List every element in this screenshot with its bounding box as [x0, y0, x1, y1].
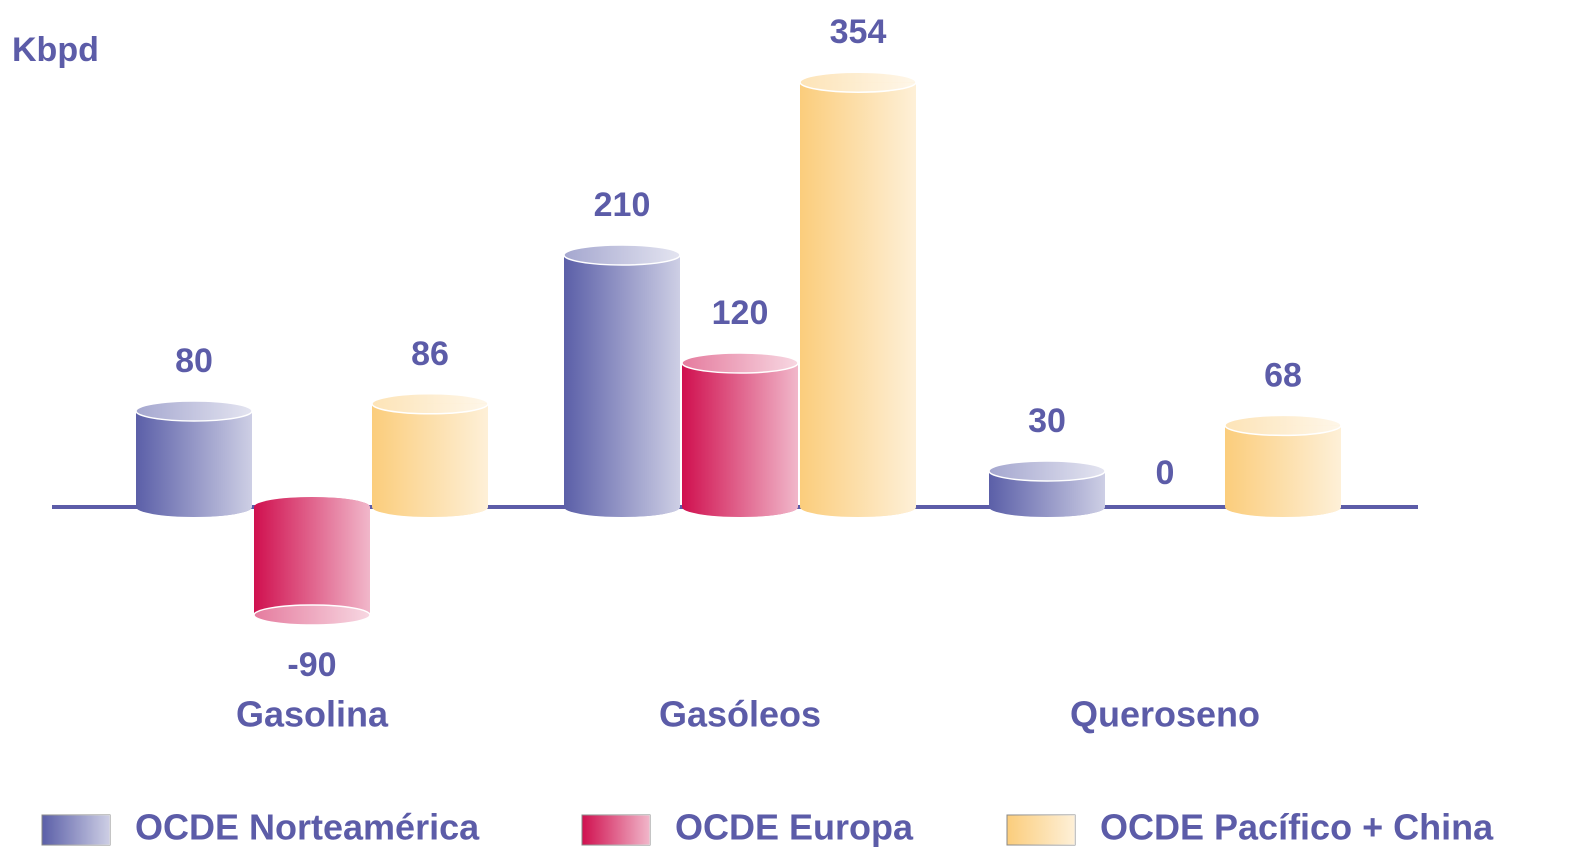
- category-label: Gasóleos: [659, 694, 821, 735]
- legend-swatch-shade: [42, 815, 110, 845]
- cylinder-top: [1224, 414, 1342, 437]
- value-label: 354: [830, 13, 887, 51]
- cylinder-shade: [800, 82, 916, 507]
- cylinder: [135, 400, 253, 517]
- legend-label: OCDE Europa: [675, 807, 914, 848]
- cylinder-shade: [372, 403, 488, 507]
- category-label: Gasolina: [236, 694, 389, 735]
- value-label: 0: [1156, 454, 1175, 492]
- cylinder: [681, 352, 799, 517]
- cylinder-top: [563, 244, 681, 266]
- legend-label: OCDE Pacífico + China: [1100, 807, 1494, 848]
- cylinder-shade: [989, 471, 1105, 507]
- value-label: 80: [175, 342, 213, 380]
- cylinder-top: [371, 393, 489, 415]
- value-label: 30: [1028, 402, 1066, 440]
- cylinder-top: [988, 460, 1106, 482]
- legend-swatch-shade: [582, 815, 650, 845]
- cylinder: [563, 244, 681, 517]
- cylinder-top: [253, 604, 371, 626]
- cylinder: [253, 497, 371, 626]
- value-label: 210: [594, 186, 651, 224]
- cylinder-shade: [564, 255, 680, 507]
- value-label: 120: [712, 294, 769, 332]
- cylinder-shade: [136, 411, 252, 507]
- legend-swatch-shade: [1007, 815, 1075, 845]
- cylinder: [799, 71, 917, 517]
- cylinder-shade: [682, 363, 798, 507]
- cylinder-shade: [1225, 425, 1341, 507]
- cylinder-shade: [254, 507, 370, 615]
- value-label: -90: [287, 646, 336, 684]
- cylinder: [371, 393, 489, 517]
- cylinder: [1224, 414, 1342, 517]
- cylinder-top: [799, 71, 917, 93]
- value-label: 68: [1264, 356, 1302, 394]
- cylinder: [988, 460, 1106, 517]
- category-label: Queroseno: [1070, 694, 1260, 735]
- cylinder-top: [135, 400, 253, 422]
- value-label: 86: [411, 335, 449, 373]
- chart-title: Kbpd: [12, 31, 99, 69]
- legend-label: OCDE Norteamérica: [135, 807, 480, 848]
- cylinder-top: [681, 352, 799, 374]
